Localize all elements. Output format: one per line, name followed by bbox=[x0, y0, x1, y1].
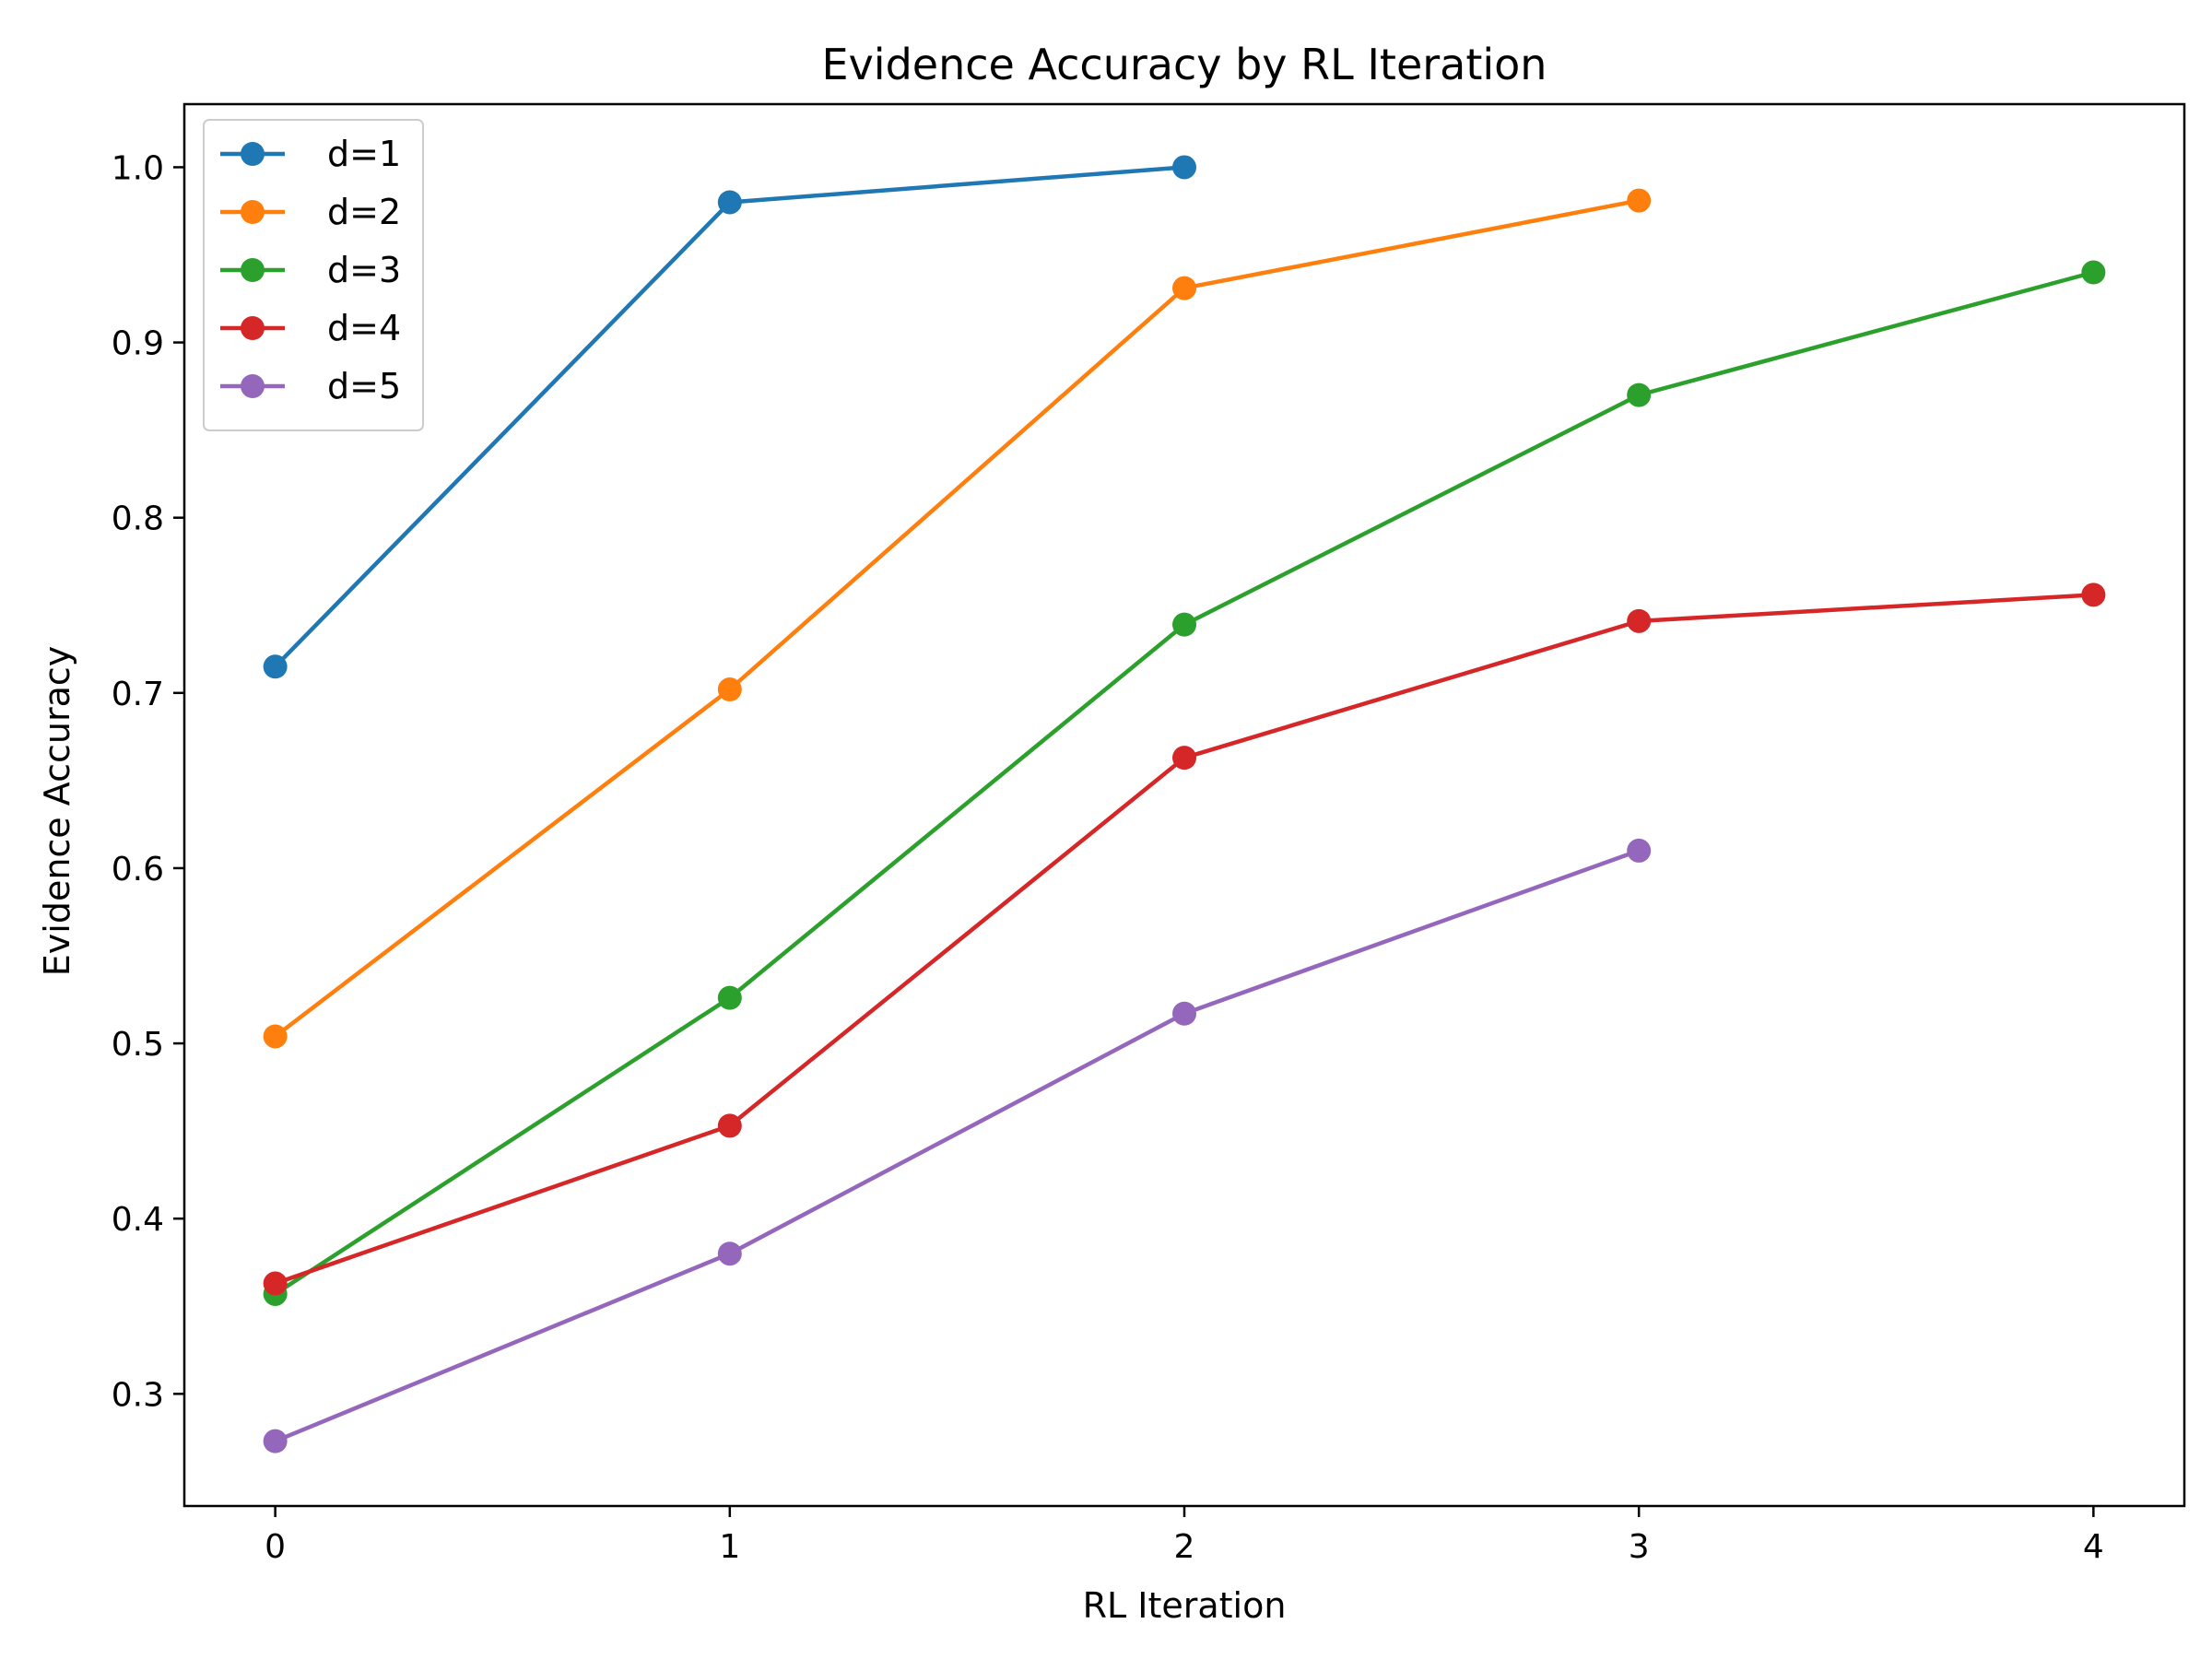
data-point bbox=[263, 654, 288, 679]
data-point bbox=[717, 1241, 742, 1266]
x-axis-label: RL Iteration bbox=[1083, 1585, 1287, 1626]
legend-item: d=5 bbox=[220, 366, 401, 406]
legend-label: d=4 bbox=[327, 308, 401, 348]
data-point bbox=[717, 985, 742, 1010]
legend-item: d=4 bbox=[220, 308, 401, 348]
data-point bbox=[1627, 838, 1652, 863]
data-point bbox=[263, 1429, 288, 1453]
series-layer bbox=[263, 155, 2106, 1453]
data-point bbox=[1172, 1001, 1196, 1026]
y-tick-label: 0.5 bbox=[112, 1026, 164, 1064]
y-tick-label: 0.8 bbox=[112, 500, 164, 538]
data-point bbox=[1172, 612, 1196, 637]
y-tick-label: 0.7 bbox=[112, 676, 164, 713]
data-point bbox=[1172, 746, 1196, 771]
legend-marker bbox=[241, 374, 265, 398]
legend-item: d=3 bbox=[220, 250, 401, 290]
data-point bbox=[2081, 260, 2106, 285]
series-d=4 bbox=[263, 582, 2106, 1296]
legend-marker bbox=[241, 316, 265, 340]
y-tick-label: 0.9 bbox=[112, 325, 164, 363]
legend-label: d=2 bbox=[327, 192, 401, 232]
data-point bbox=[263, 1024, 288, 1049]
chart-title: Evidence Accuracy by RL Iteration bbox=[822, 40, 1547, 89]
data-point bbox=[717, 1113, 742, 1138]
series-line bbox=[273, 198, 1641, 1039]
x-tick-label: 0 bbox=[265, 1528, 286, 1566]
x-tick-label: 3 bbox=[1629, 1528, 1650, 1566]
x-axis-ticks: 0 1 2 3 4 bbox=[265, 1506, 2104, 1566]
data-point bbox=[717, 677, 742, 702]
legend-marker bbox=[241, 200, 265, 224]
data-point bbox=[717, 190, 742, 215]
legend-label: d=5 bbox=[327, 366, 401, 406]
data-point bbox=[1627, 608, 1652, 633]
legend: d=1 d=2 d=3 d=4 d=5 bbox=[203, 119, 424, 431]
data-point bbox=[1172, 155, 1196, 180]
data-point bbox=[263, 1271, 288, 1296]
y-axis-label: Evidence Accuracy bbox=[37, 646, 77, 976]
legend-marker bbox=[241, 258, 265, 282]
series-d=1 bbox=[263, 155, 1196, 679]
legend-item: d=1 bbox=[220, 134, 401, 174]
data-point bbox=[1627, 188, 1652, 213]
legend-marker bbox=[241, 142, 265, 166]
legend-item: d=2 bbox=[220, 192, 401, 232]
x-tick-label: 1 bbox=[719, 1528, 740, 1566]
series-line bbox=[273, 848, 1641, 1443]
data-point bbox=[1172, 276, 1196, 300]
y-tick-label: 0.6 bbox=[112, 851, 164, 888]
plot-area-frame bbox=[182, 102, 2186, 1508]
y-tick-label: 0.3 bbox=[112, 1376, 164, 1414]
data-point bbox=[1627, 382, 1652, 407]
legend-label: d=3 bbox=[327, 250, 401, 290]
data-point bbox=[2081, 582, 2106, 607]
y-tick-label: 0.4 bbox=[112, 1201, 164, 1239]
legend-box bbox=[203, 119, 424, 431]
series-d=5 bbox=[263, 838, 1652, 1453]
series-d=2 bbox=[263, 188, 1652, 1049]
x-tick-label: 4 bbox=[2083, 1528, 2104, 1566]
y-axis-ticks: 0.3 0.4 0.5 0.6 0.7 0.8 0.9 1.0 bbox=[112, 149, 184, 1414]
legend-label: d=1 bbox=[327, 134, 401, 174]
x-tick-label: 2 bbox=[1174, 1528, 1195, 1566]
y-tick-label: 1.0 bbox=[112, 149, 164, 187]
